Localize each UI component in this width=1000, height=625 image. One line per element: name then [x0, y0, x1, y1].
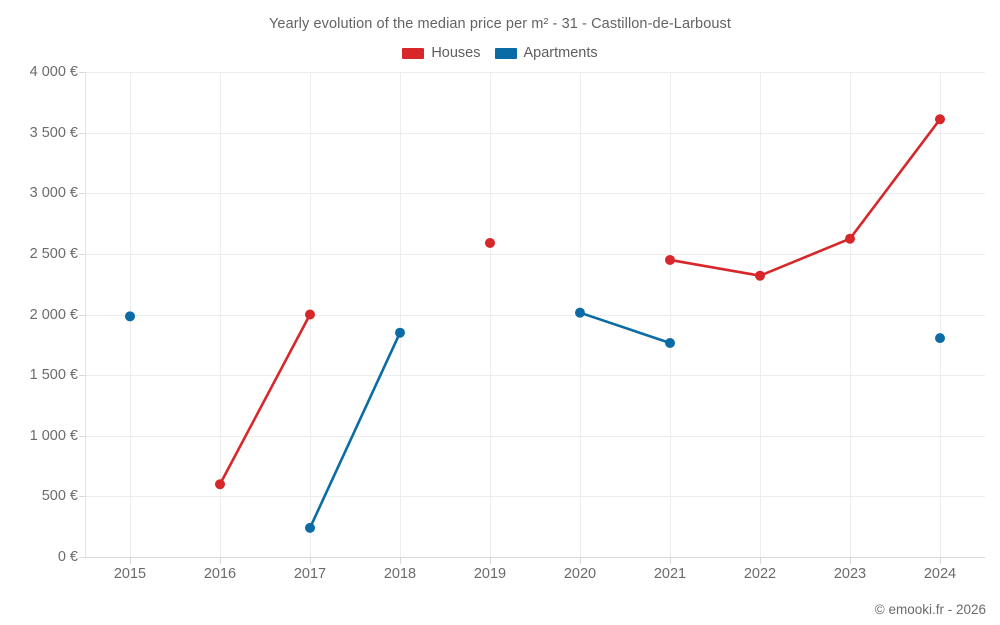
- y-gridline: [85, 496, 985, 498]
- y-gridline: [85, 72, 985, 73]
- x-gridline: [850, 72, 851, 557]
- x-tick-mark: [760, 557, 761, 564]
- x-tick-label[interactable]: 2019: [473, 566, 507, 582]
- x-tick-mark: [580, 557, 581, 564]
- x-tick-label[interactable]: 2018: [383, 566, 417, 582]
- legend-swatch-apartments-icon: [494, 47, 517, 59]
- x-tick-label[interactable]: 2021: [653, 566, 687, 582]
- x-gridline: [220, 72, 221, 557]
- x-axis-line: [85, 557, 985, 558]
- y-gridline: [85, 132, 985, 134]
- legend-swatch-houses-icon: [402, 47, 425, 59]
- y-tick-label: 2 500 €: [29, 245, 78, 262]
- data-point[interactable]: [125, 311, 135, 322]
- y-gridline: [85, 193, 985, 195]
- series-apartments: [125, 307, 945, 533]
- y-tick-label: 0 €: [57, 549, 78, 565]
- series-line: [578, 311, 672, 345]
- y-tick-mark: [79, 375, 85, 377]
- legend-item-houses[interactable]: Houses: [402, 45, 481, 61]
- x-gridline: [940, 72, 941, 557]
- x-tick-mark: [310, 557, 311, 564]
- y-tick-label: 1 000 €: [29, 427, 78, 444]
- data-point[interactable]: [575, 307, 585, 318]
- series-line: [308, 331, 402, 530]
- y-tick-mark: [79, 314, 85, 316]
- y-tick-mark: [79, 193, 85, 195]
- data-point[interactable]: [305, 522, 315, 533]
- y-gridline: [85, 375, 985, 377]
- y-tick-mark: [79, 435, 85, 437]
- legend-item-apartments[interactable]: Apartments: [494, 45, 598, 61]
- y-tick-label: 1 500 €: [29, 367, 78, 384]
- y-tick-mark: [79, 496, 85, 498]
- data-point[interactable]: [665, 337, 675, 348]
- x-tick-mark: [940, 557, 941, 564]
- y-tick-label: 3 500 €: [29, 124, 78, 141]
- y-tick-label: 2 000 €: [29, 306, 78, 323]
- chart-legend: Houses Apartments: [0, 45, 1000, 61]
- x-tick-mark: [490, 557, 491, 564]
- data-point[interactable]: [485, 237, 495, 248]
- y-tick-label: 4 000 €: [29, 64, 78, 80]
- x-gridline: [490, 72, 491, 557]
- data-point[interactable]: [935, 333, 945, 344]
- legend-label-houses: Houses: [431, 45, 481, 61]
- y-tick-mark: [79, 132, 85, 134]
- data-point[interactable]: [755, 270, 765, 281]
- x-tick-label[interactable]: 2024: [923, 566, 957, 582]
- y-tick-mark: [79, 253, 85, 255]
- series-line: [218, 313, 312, 486]
- legend-label-apartments: Apartments: [523, 45, 598, 61]
- x-tick-label[interactable]: 2016: [203, 566, 237, 582]
- y-tick-mark: [79, 557, 85, 558]
- x-gridline: [400, 72, 401, 557]
- y-tick-label: 3 000 €: [29, 185, 78, 202]
- x-tick-mark: [400, 557, 401, 564]
- x-tick-label[interactable]: 2017: [293, 566, 327, 582]
- x-gridline: [670, 72, 671, 557]
- x-gridline: [760, 72, 761, 557]
- series-houses: [215, 114, 945, 490]
- x-tick-mark: [220, 557, 221, 564]
- data-point[interactable]: [305, 309, 315, 320]
- data-point[interactable]: [845, 233, 855, 244]
- y-tick-label: 500 €: [41, 488, 78, 505]
- y-gridline: [85, 314, 985, 316]
- x-tick-label[interactable]: 2015: [113, 566, 147, 582]
- y-gridline: [85, 253, 985, 255]
- x-tick-label[interactable]: 2020: [563, 566, 597, 582]
- y-gridline: [85, 435, 985, 437]
- data-point[interactable]: [935, 114, 945, 125]
- x-tick-mark: [850, 557, 851, 564]
- data-point[interactable]: [395, 327, 405, 338]
- x-tick-label[interactable]: 2022: [743, 566, 777, 582]
- data-point[interactable]: [665, 254, 675, 265]
- x-tick-label[interactable]: 2023: [833, 566, 867, 582]
- x-tick-mark: [130, 557, 131, 564]
- y-axis-line: [85, 72, 86, 558]
- chart-title: Yearly evolution of the median price per…: [268, 16, 732, 32]
- data-point[interactable]: [215, 479, 225, 490]
- y-tick-mark: [79, 72, 85, 73]
- footer-credit: © emooki.fr - 2026: [874, 602, 986, 617]
- series-line: [668, 117, 942, 278]
- x-tick-mark: [670, 557, 671, 564]
